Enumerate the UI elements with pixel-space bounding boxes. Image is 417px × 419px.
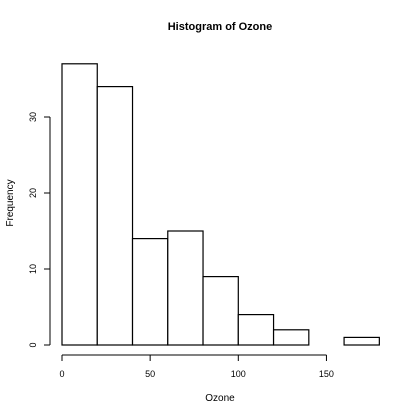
x-tick-label: 100: [231, 369, 246, 379]
y-tick-label: 20: [28, 188, 38, 198]
histogram-bar: [272, 329, 310, 346]
bars-group: [61, 63, 380, 346]
histogram-bar: [343, 336, 380, 346]
histogram-bar: [202, 276, 239, 346]
histogram-bar: [96, 85, 134, 346]
x-tick-label: 0: [59, 369, 64, 379]
histogram-bar: [131, 238, 169, 346]
histogram-bar: [237, 314, 275, 346]
chart-title: Histogram of Ozone: [168, 21, 273, 33]
x-axis: 0 50 100 150: [59, 354, 334, 379]
y-tick-label: 10: [28, 264, 38, 274]
histogram-bar: [61, 63, 98, 346]
y-tick-label: 0: [28, 342, 38, 347]
y-tick-label: 30: [28, 112, 38, 122]
x-axis-label: Ozone: [205, 393, 235, 404]
x-tick-label: 150: [319, 369, 334, 379]
y-axis-label: Frequency: [5, 179, 16, 226]
y-axis: 0 10 20 30: [28, 112, 51, 348]
histogram-bar: [167, 230, 204, 346]
x-tick-label: 50: [145, 369, 155, 379]
